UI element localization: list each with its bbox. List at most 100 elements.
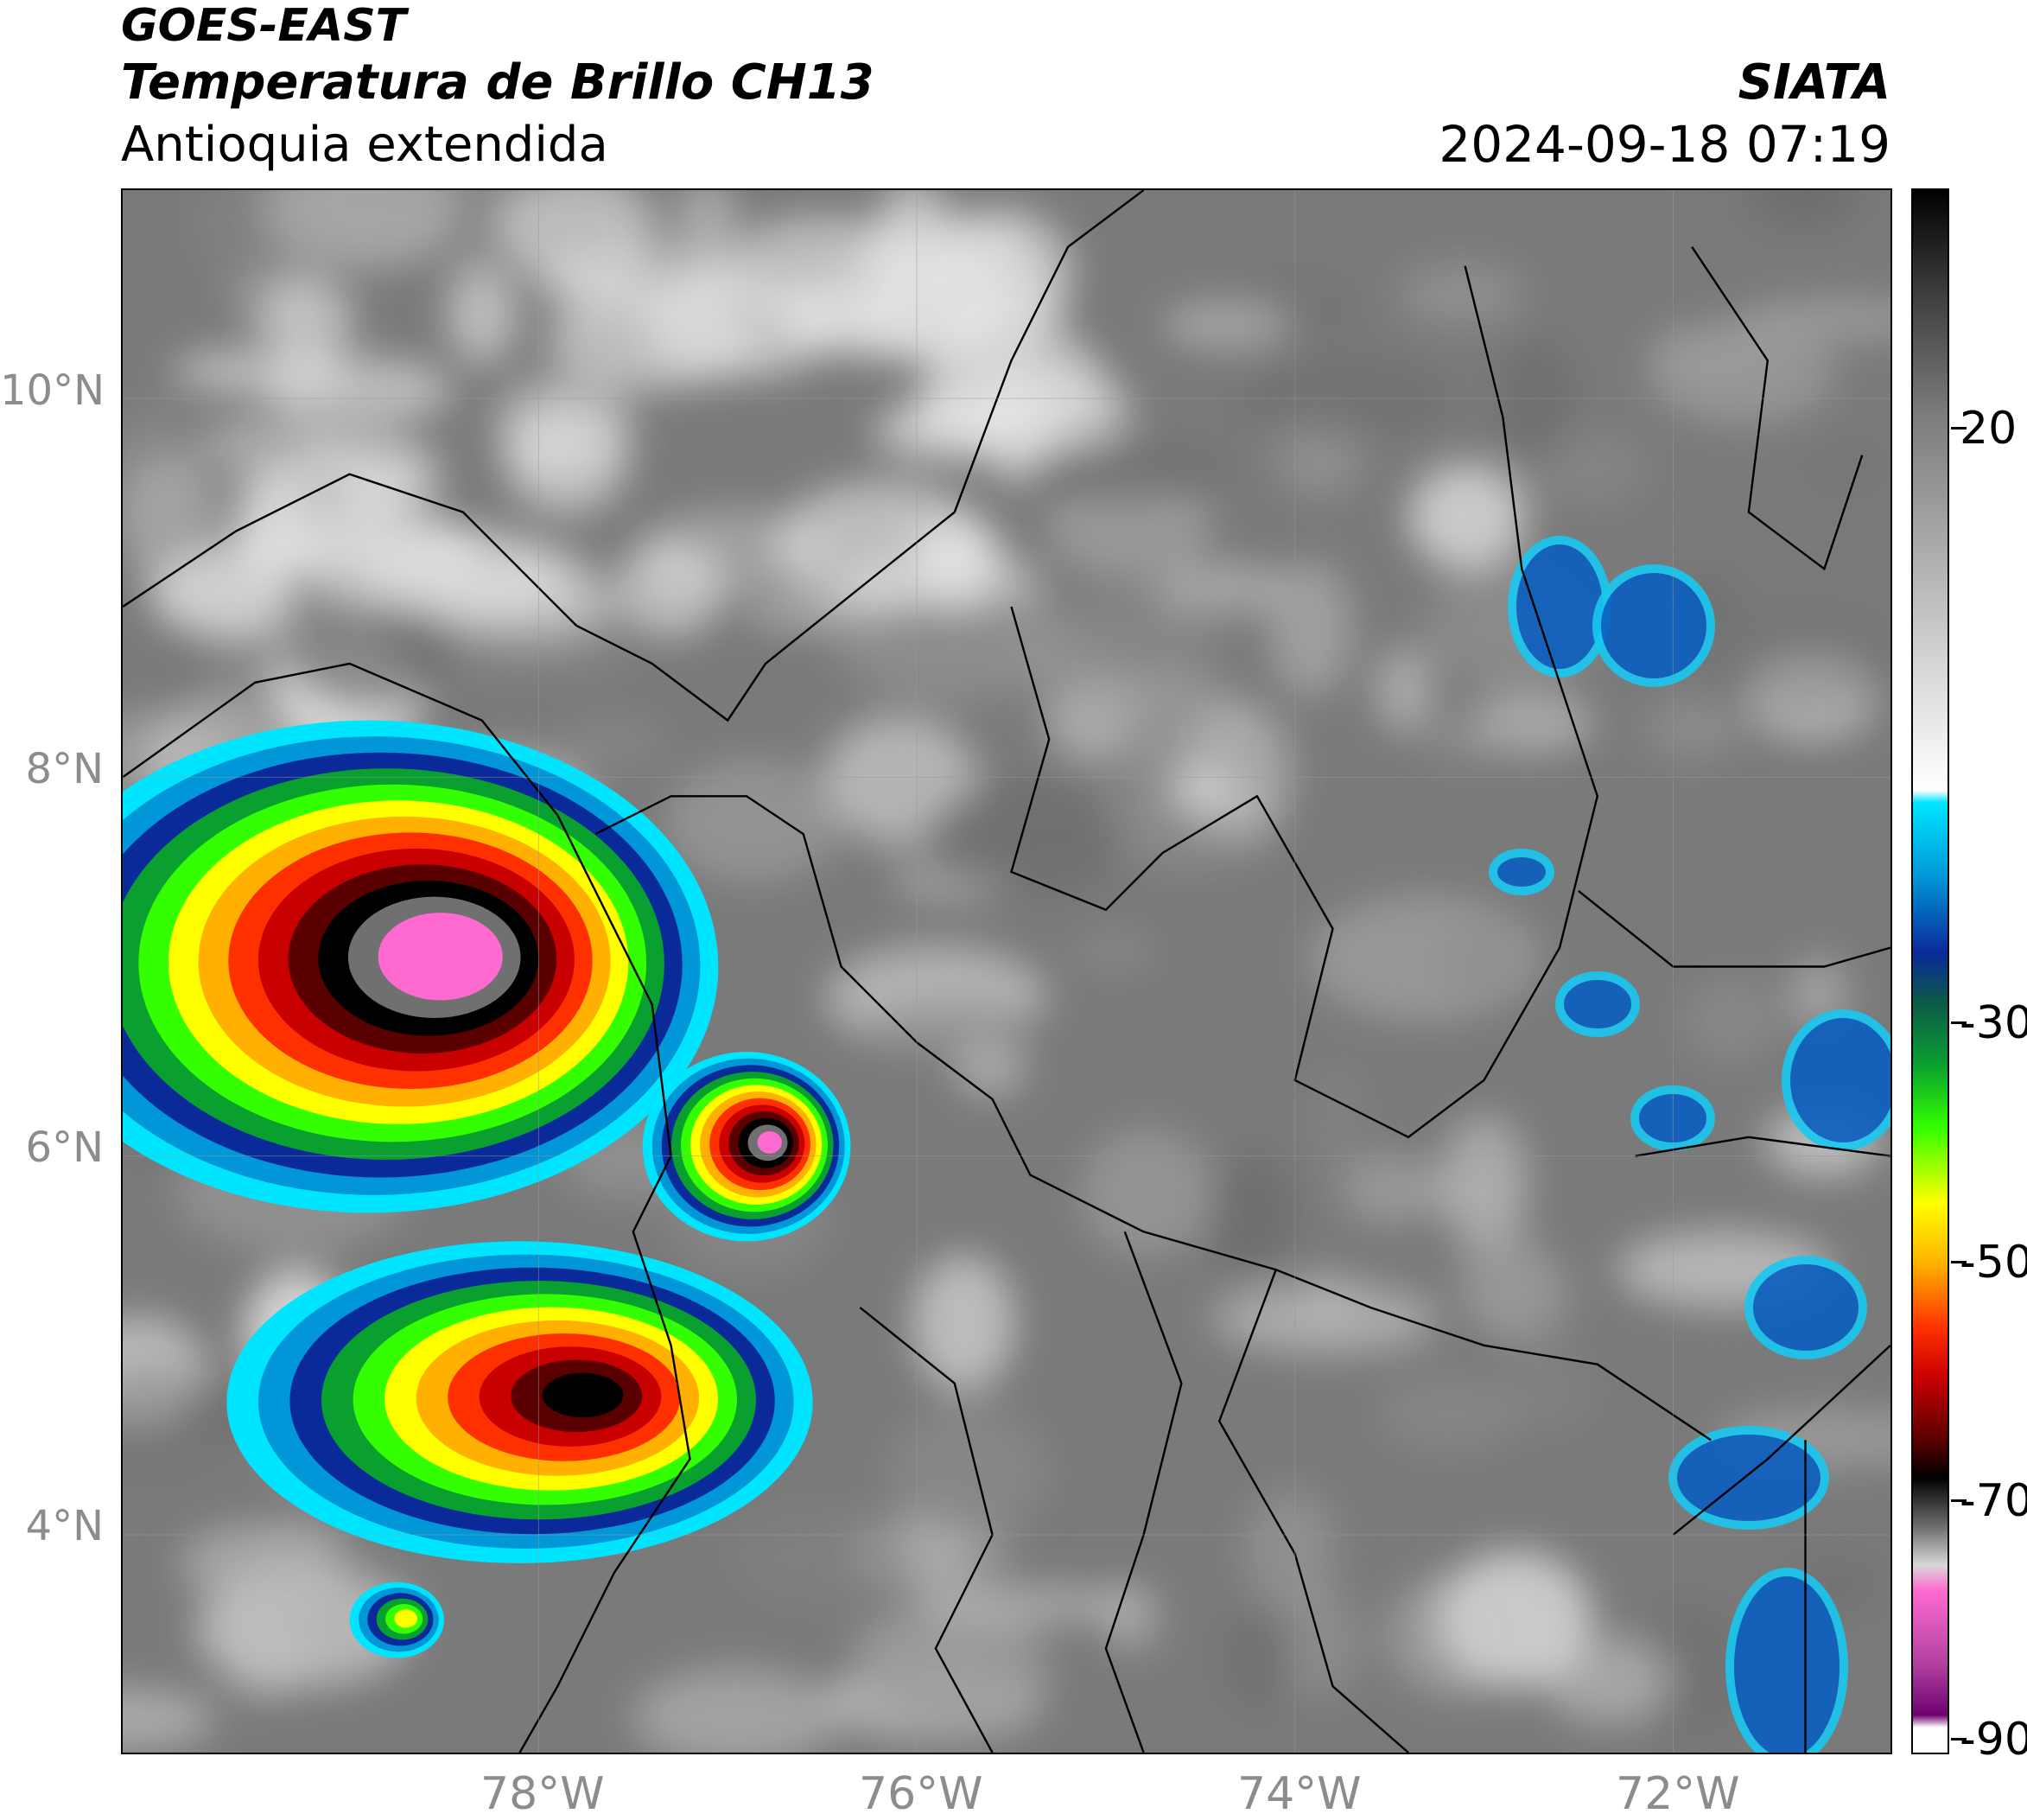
west-panama-cell: [123, 720, 719, 1213]
cloud-patch: [1162, 302, 1290, 348]
cloud-patch: [1808, 449, 1884, 486]
cold-cloud-patch: [1508, 536, 1611, 678]
cloud-patch: [664, 759, 841, 883]
lat-tick-label: 4°N: [25, 1502, 104, 1550]
border-line: [1672, 1344, 1890, 1536]
cloud-patch: [231, 514, 416, 576]
cloud-patch: [429, 628, 631, 677]
cold-cloud-patch: [1725, 1568, 1848, 1753]
cloud-patch: [912, 1255, 1015, 1391]
cloud-patch: [263, 190, 456, 272]
cold-cloud-patch: [1744, 1256, 1867, 1359]
temperature-contour: [757, 1131, 782, 1154]
cloud-patch: [837, 590, 1071, 703]
lon-tick-label: 76°W: [859, 1768, 983, 1820]
cloud-patch: [1649, 321, 1835, 425]
region-subtitle: Antioquia extendida: [121, 117, 608, 173]
lat-tick-label: 10°N: [0, 366, 105, 415]
agency-label: SIATA: [1738, 54, 1890, 111]
cloud-patch: [262, 357, 454, 424]
cloud-patch: [922, 780, 1126, 894]
cloud-patch: [503, 399, 629, 515]
cloud-patch: [887, 1405, 1048, 1537]
cloud-patch: [1039, 675, 1255, 768]
cloud-patch: [1691, 613, 1890, 716]
cloud-patch: [447, 263, 518, 365]
datetime-label: 2024-09-18 07:19: [1439, 115, 1890, 174]
cloud-patch: [913, 519, 1005, 582]
temperature-contour: [394, 1609, 418, 1628]
lon-tick-label: 72°W: [1616, 1768, 1740, 1820]
cloud-patch: [283, 600, 458, 709]
cloud-patch: [1682, 977, 1781, 1062]
product-title: Temperatura de Brillo CH13: [121, 54, 874, 111]
colorbar-tick: [1951, 427, 1967, 430]
lon-tick-label: 74°W: [1237, 1768, 1362, 1820]
cloud-patch: [1268, 561, 1353, 697]
cloud-patch: [1019, 443, 1230, 509]
border-line: [1691, 246, 1864, 571]
cold-cloud-patch: [1489, 849, 1554, 895]
cloud-patch: [1502, 1346, 1597, 1434]
storm-cells-layer: [123, 536, 1890, 1753]
cloud-patch: [1397, 263, 1525, 327]
cold-cloud-patch: [1592, 564, 1715, 687]
cloud-patch: [123, 455, 221, 589]
cloud-patch: [913, 1587, 1148, 1621]
cold-cloud-patch: [1555, 971, 1640, 1037]
cloud-patch: [1376, 646, 1433, 733]
cloud-patch: [848, 1620, 1024, 1661]
cloud-patch: [952, 1036, 1026, 1097]
satellite-map[interactable]: [121, 188, 1892, 1754]
colorbar-label: -30: [1960, 997, 2027, 1049]
lat-tick-label: 8°N: [25, 745, 104, 793]
cloud-patch: [1440, 1115, 1528, 1250]
cloud-patch: [1376, 1372, 1523, 1454]
cloud-patch: [615, 542, 724, 637]
cloud-patch: [881, 401, 1007, 451]
cloud-patch: [367, 527, 562, 619]
cloud-patch: [1500, 339, 1574, 461]
cloud-patch: [1154, 562, 1291, 614]
cloud-patch: [1746, 190, 1859, 226]
border-line: [1578, 889, 1890, 968]
cold-cloud-patch: [1782, 1009, 1890, 1151]
colorbar-tick: [1951, 1738, 1967, 1740]
cloud-patch: [1308, 895, 1541, 1021]
cloud-patch: [1211, 1283, 1438, 1354]
cloud-patch: [1544, 1638, 1672, 1724]
colorbar-label: -90: [1960, 1714, 2027, 1766]
temperature-contour: [408, 928, 485, 983]
cloud-patch: [261, 277, 354, 364]
cloud-patch: [979, 366, 1052, 483]
cloud-patch: [1225, 1607, 1294, 1708]
cloud-patch: [555, 716, 667, 767]
lon-tick-label: 78°W: [480, 1768, 605, 1820]
lat-tick-label: 6°N: [25, 1123, 104, 1172]
cloud-patch: [632, 1668, 840, 1753]
small-cell-south: [349, 1581, 444, 1658]
colorbar-label: -70: [1960, 1475, 2027, 1527]
colorbar-label: 20: [1960, 403, 2017, 455]
cloud-patch: [1306, 1062, 1367, 1178]
cloud-patch: [123, 1689, 214, 1749]
map-canvas: [123, 190, 1890, 1753]
border-line: [594, 795, 1712, 1441]
temperature-contour: [542, 1372, 624, 1418]
cloud-patch: [1408, 463, 1526, 570]
cloud-patch: [1419, 715, 1526, 761]
cloud-patch: [538, 251, 746, 315]
cloud-patch: [1387, 1573, 1523, 1697]
colorbar: [1911, 188, 1949, 1754]
colorbar-tick: [1951, 1021, 1967, 1024]
cloud-patch: [1339, 1153, 1441, 1225]
cloud-patch: [1080, 1128, 1213, 1257]
cloud-patch: [1071, 932, 1156, 971]
border-line: [123, 190, 1145, 722]
cloud-patch: [851, 256, 1065, 365]
colorbar-label: -50: [1960, 1237, 2027, 1289]
colorbar-tick: [1951, 1261, 1967, 1263]
satellite-title: GOES-EAST: [121, 0, 407, 52]
cloud-patch: [1532, 430, 1649, 508]
colorbar-tick: [1951, 1499, 1967, 1502]
